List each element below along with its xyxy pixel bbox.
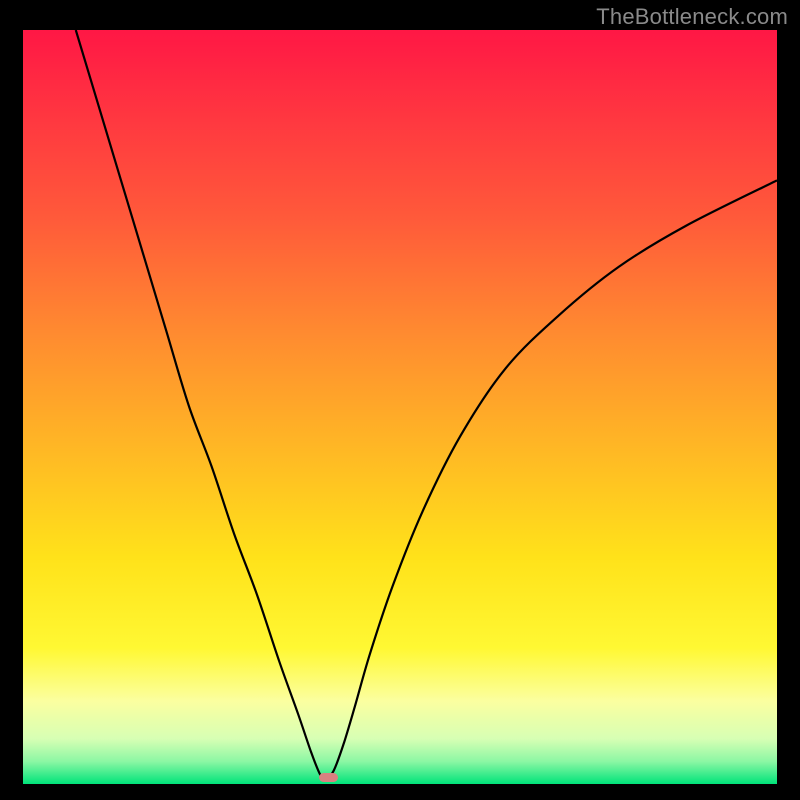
chart-frame: TheBottleneck.com: [0, 0, 800, 800]
curve-left-branch: [76, 30, 325, 782]
plot-area: [23, 30, 777, 782]
vertex-marker: [319, 773, 339, 783]
bottleneck-curve: [23, 30, 777, 782]
watermark-text: TheBottleneck.com: [596, 4, 788, 30]
curve-right-branch: [325, 180, 777, 782]
